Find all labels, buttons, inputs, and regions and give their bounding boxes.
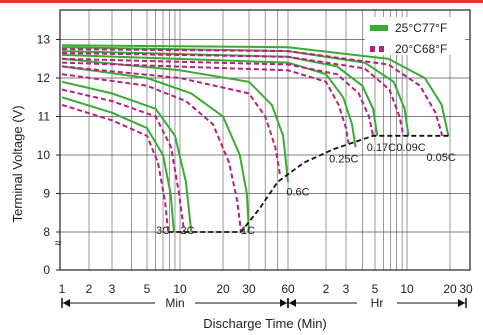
axis-break-icon: ≈ <box>55 236 62 250</box>
curve-2C-20c <box>61 88 186 233</box>
y-tick-label: 10 <box>37 148 51 162</box>
x-tick-label: 5 <box>372 282 379 296</box>
curve-0p05C-25c <box>61 44 450 137</box>
y-tick-label: 0 <box>43 263 50 277</box>
rate-label: 3C <box>156 225 170 237</box>
range-min: Min <box>61 296 289 310</box>
x-tick-label: 30 <box>242 282 256 296</box>
x-tick-label: 60 <box>281 282 295 296</box>
axis-break-gap <box>54 236 68 250</box>
discharge-curves <box>61 44 450 233</box>
legend: 25°C77°F 20°C68°F <box>365 17 465 56</box>
y-axis-title: Terminal Voltage (V) <box>10 105 25 222</box>
rate-label: 0.09C <box>396 142 425 154</box>
curve-1C-25c <box>61 65 250 233</box>
legend-label: 25°C77°F <box>395 21 447 35</box>
plot-frame <box>59 9 471 271</box>
cutoff-curve <box>168 134 449 233</box>
curve-2C-25c <box>61 80 193 233</box>
curve-0p6C-25c <box>61 57 289 183</box>
x-tick-label: 30 <box>459 282 473 296</box>
y-tick-label: 13 <box>37 33 51 47</box>
x-tick-label: 20 <box>216 282 230 296</box>
y-tick-label: 9 <box>43 187 50 201</box>
rate-label: 0.25C <box>329 154 358 166</box>
x-tick-label: 1 <box>59 282 66 296</box>
legend-label: 20°C68°F <box>395 42 447 56</box>
rate-label: 1C <box>241 225 255 237</box>
y-tick-label: 12 <box>37 71 51 85</box>
x-tick-label: 2 <box>323 282 330 296</box>
x-tick-label: 5 <box>144 282 151 296</box>
range-arrowhead <box>458 299 465 307</box>
range-label: Min <box>165 296 184 310</box>
y-tick-label: 8 <box>43 225 50 239</box>
rate-label: 0.17C <box>367 142 396 154</box>
rate-label: 0.05C <box>426 152 455 164</box>
range-hr: Hr <box>287 296 467 310</box>
x-tick-label: 10 <box>400 282 414 296</box>
curve-0p6C-20c <box>61 65 281 175</box>
curve-0p05C-20c <box>61 48 444 137</box>
curve-0p17C-20c <box>61 57 375 137</box>
top-accent-bar <box>0 0 483 3</box>
x-tick-label: 20 <box>443 282 457 296</box>
curve-0p09C-20c <box>61 52 405 136</box>
x-tick-label: 2 <box>86 282 93 296</box>
range-arrowhead <box>289 299 296 307</box>
rate-label: 2C <box>181 225 195 237</box>
x-axis-title: Discharge Time (Min) <box>203 316 327 331</box>
rate-label: 0.6C <box>286 186 309 198</box>
range-arrowhead <box>63 299 70 307</box>
y-axis: 0 8 9 10 11 12 13 ≈ <box>37 33 62 278</box>
curve-3C-25c <box>61 96 175 233</box>
range-arrowhead <box>280 299 287 307</box>
curve-3C-20c <box>61 103 170 233</box>
x-tick-label: 3 <box>109 282 116 296</box>
curve-0p25C-25c <box>61 53 357 148</box>
range-label: Hr <box>371 296 384 310</box>
cutoff-voltage-line <box>168 134 449 233</box>
x-tick-label: 3 <box>343 282 350 296</box>
y-tick-label: 11 <box>38 110 51 124</box>
curve-1C-20c <box>61 73 242 233</box>
curve-0p25C-20c <box>61 61 350 144</box>
x-tick-label: 10 <box>173 282 187 296</box>
